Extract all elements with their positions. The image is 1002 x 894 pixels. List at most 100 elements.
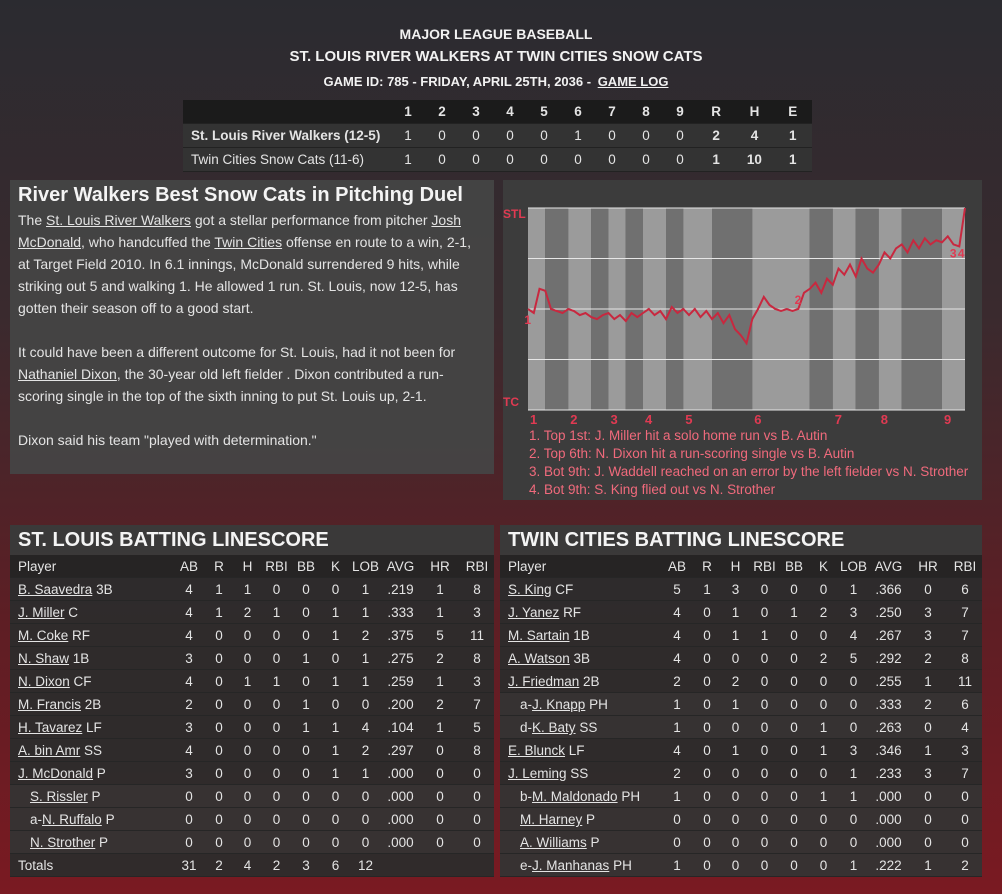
stat: .375 <box>387 628 414 643</box>
sub-prefix: d- <box>520 720 533 735</box>
stat: 0 <box>215 789 223 804</box>
player-name[interactable]: J. Manhanas <box>532 858 610 873</box>
position: LF <box>86 720 102 735</box>
stat: 0 <box>961 789 969 804</box>
player-cell: a-J. Knapp PH <box>500 693 661 715</box>
player-name[interactable]: M. Sartain <box>508 628 570 643</box>
event-marker: 1 <box>524 313 531 327</box>
stat: 8 <box>473 582 481 597</box>
player-name[interactable]: S. Rissler <box>30 789 88 804</box>
stat: 7 <box>473 697 481 712</box>
player-name[interactable]: J. Friedman <box>508 674 580 689</box>
column-headers: Player AB R H RBI BB K LOB AVG HR RBI <box>10 555 494 578</box>
player-row: a-N. Ruffalo P 0 0 0 0 0 0 0 .000 0 0 <box>10 808 494 831</box>
stat: 1 <box>272 605 281 620</box>
player-cell: J. Leming SS <box>500 762 661 784</box>
player-row: J. McDonald P 3 0 0 0 0 1 1 .000 0 0 <box>10 762 494 785</box>
stat: 1 <box>361 582 370 597</box>
stat: 11 <box>957 674 972 689</box>
player-cell: B. Saavedra 3B <box>10 578 173 600</box>
column-header: R <box>702 559 712 574</box>
player-row: M. Harney P 0 0 0 0 0 0 0 .000 0 0 <box>500 808 982 831</box>
stat: 4 <box>185 743 193 758</box>
stat: 0 <box>924 835 932 850</box>
stat: 0 <box>849 720 858 735</box>
stat: 1 <box>361 651 370 666</box>
legend-entry: 3. Bot 9th: J. Waddell reached on an err… <box>529 464 969 479</box>
legend-entry: 2. Top 6th: N. Dixon hit a run-scoring s… <box>529 446 854 461</box>
player-name[interactable]: H. Tavarez <box>18 720 83 735</box>
position: CF <box>73 674 92 689</box>
stat: 0 <box>331 835 340 850</box>
player-name[interactable]: A. Williams <box>520 835 587 850</box>
paragraph: The St. Louis River Walkers got a stella… <box>18 209 486 319</box>
stat: .000 <box>387 766 414 781</box>
player-name[interactable]: J. Yanez <box>508 605 560 620</box>
player-name[interactable]: M. Francis <box>18 697 82 712</box>
stat: 1 <box>302 720 310 735</box>
player-name[interactable]: J. McDonald <box>18 766 94 781</box>
player-name[interactable]: N. Ruffalo <box>42 812 102 827</box>
stat: 3 <box>924 605 932 620</box>
column-header: RBI <box>753 559 776 574</box>
paragraph: Dixon said his team "played with determi… <box>18 429 486 451</box>
stat: 4 <box>849 628 858 643</box>
stat: 0 <box>961 835 969 850</box>
stat: 1 <box>924 674 932 689</box>
linescore-header: 1 2 3 4 5 6 7 8 9 R H E <box>183 100 812 124</box>
player-name[interactable]: S. King <box>508 582 552 597</box>
stat: 0 <box>302 674 310 689</box>
bottom-label: TC <box>503 395 519 409</box>
stat: 0 <box>760 812 769 827</box>
player-name[interactable]: A. bin Amr <box>18 743 81 758</box>
player-name[interactable]: N. Shaw <box>18 651 70 666</box>
stat: 0 <box>790 582 798 597</box>
stat: 1 <box>243 674 252 689</box>
player-name[interactable]: M. Coke <box>18 628 69 643</box>
player-name[interactable]: A. Watson <box>508 651 570 666</box>
article-title: River Walkers Best Snow Cats in Pitching… <box>18 184 463 206</box>
position: SS <box>579 720 598 735</box>
stat: 0 <box>760 697 769 712</box>
top-label: STL <box>503 207 526 221</box>
text: offense en route to a win, 2-1, at Targe… <box>18 234 471 316</box>
stat: 2 <box>673 766 681 781</box>
stat: .233 <box>875 766 902 781</box>
stat: 0 <box>760 674 769 689</box>
stat: 3 <box>473 605 481 620</box>
stat: 0 <box>703 628 711 643</box>
player-name[interactable]: J. Leming <box>508 766 567 781</box>
stat: 0 <box>302 789 310 804</box>
stat: 2 <box>185 697 193 712</box>
stat: 2 <box>361 628 370 643</box>
player-name[interactable]: E. Blunck <box>508 743 566 758</box>
player-name[interactable]: J. Miller <box>18 605 65 620</box>
link[interactable]: St. Louis River Walkers <box>46 212 191 228</box>
column-header: 4 <box>506 104 514 119</box>
player-name[interactable]: K. Baty <box>532 720 576 735</box>
stat: 1 <box>331 743 340 758</box>
score: 0 <box>472 152 480 167</box>
game-log-link[interactable]: GAME LOG <box>597 74 669 89</box>
link[interactable]: Nathaniel Dixon <box>18 366 117 382</box>
link[interactable]: Twin Cities <box>214 234 283 250</box>
player-name[interactable]: N. Strother <box>30 835 96 850</box>
stat: 0 <box>331 789 340 804</box>
link[interactable]: Josh McDonald <box>18 212 461 250</box>
stat: 1 <box>272 674 281 689</box>
league: MAJOR LEAGUE BASEBALL <box>399 26 593 42</box>
win-probability-line <box>527 207 966 346</box>
player-name[interactable]: J. Knapp <box>532 697 586 712</box>
stat: 5 <box>673 582 681 597</box>
player-name[interactable]: B. Saavedra <box>18 582 93 597</box>
paragraph: It could have been a different outcome f… <box>18 341 486 407</box>
position: PH <box>613 858 632 873</box>
column-header: H <box>749 104 760 119</box>
position: LF <box>568 743 585 758</box>
stat: 0 <box>215 835 223 850</box>
player-name[interactable]: M. Harney <box>520 812 583 827</box>
stat: 0 <box>819 582 828 597</box>
player-name[interactable]: N. Dixon <box>18 674 70 689</box>
stat: 1 <box>849 582 858 597</box>
player-name[interactable]: M. Maldonado <box>532 789 618 804</box>
